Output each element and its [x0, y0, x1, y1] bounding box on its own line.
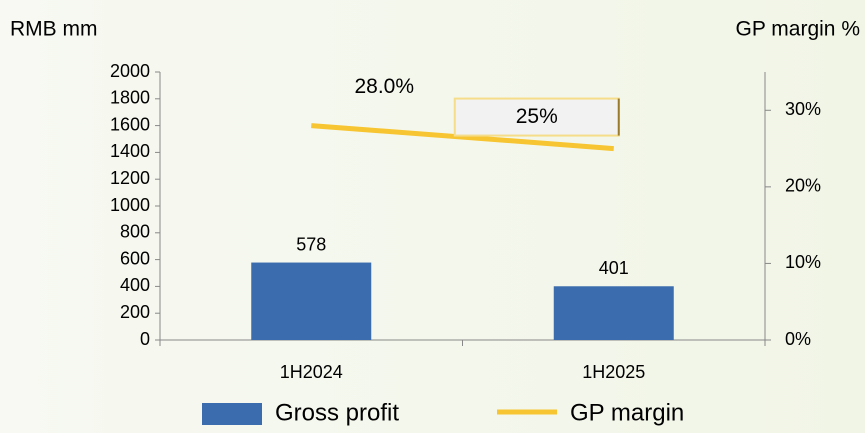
- y-tick-label: 600: [120, 248, 150, 268]
- y-tick-label: 1200: [110, 168, 150, 188]
- y-tick-label: 400: [120, 275, 150, 295]
- bar-value-label: 401: [599, 258, 629, 278]
- y-tick-label: 1600: [110, 114, 150, 134]
- y-tick-label: 2000: [110, 61, 150, 81]
- bar: [251, 262, 372, 340]
- y-tick-label: 1400: [110, 141, 150, 161]
- y-tick-label: 200: [120, 302, 150, 322]
- y2-tick-label: 30%: [785, 99, 821, 119]
- y2-tick-label: 20%: [785, 176, 821, 196]
- y2-tick-label: 10%: [785, 252, 821, 272]
- legend-swatch: [202, 403, 262, 425]
- x-tick-label: 1H2024: [280, 362, 343, 382]
- x-tick-label: 1H2025: [582, 362, 645, 382]
- legend-label: GP margin: [570, 399, 684, 426]
- y2-tick-label: 0%: [785, 329, 811, 349]
- y-tick-label: 1800: [110, 88, 150, 108]
- y2-axis-label: GP margin %: [736, 18, 861, 41]
- bar-value-label: 578: [296, 234, 326, 254]
- legend-label: Gross profit: [275, 399, 399, 426]
- line: [311, 123, 614, 152]
- line-value-label: 25%: [516, 105, 558, 128]
- y-axis-label: RMB mm: [10, 18, 98, 41]
- y-tick-label: 1000: [110, 195, 150, 215]
- y-tick-label: 800: [120, 222, 150, 242]
- bar: [553, 286, 674, 340]
- line-value-label: 28.0%: [354, 75, 414, 98]
- label-box: [453, 97, 620, 137]
- y-tick-label: 0: [140, 329, 150, 349]
